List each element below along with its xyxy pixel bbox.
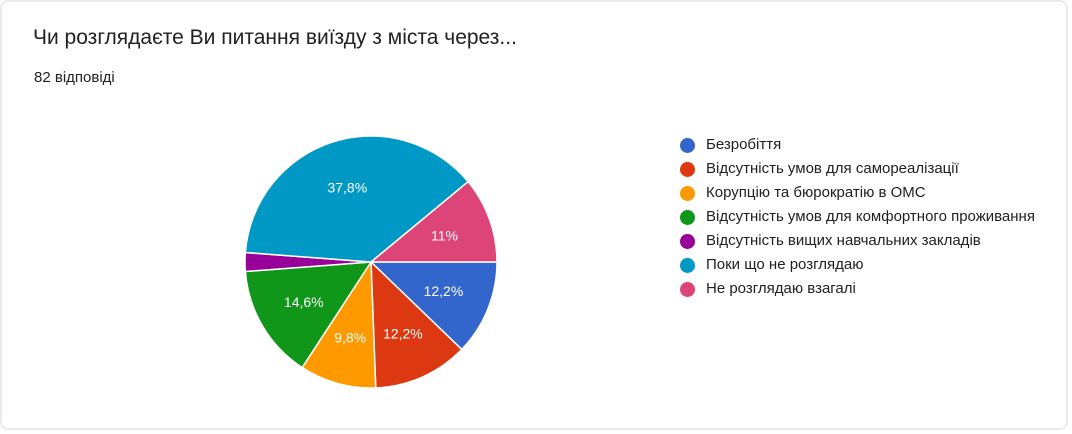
- pie-slice-7: [368, 180, 498, 263]
- slice-label-7: 11%: [431, 228, 458, 244]
- legend-swatch-5: [680, 234, 695, 249]
- pie-slice-4: [244, 261, 373, 369]
- legend-swatch-2: [680, 162, 695, 177]
- legend-swatch-6: [680, 258, 695, 273]
- legend-item-5: Відсутність вищих навчальних закладів: [680, 230, 1040, 252]
- slice-label-3: 9,8%: [334, 329, 366, 345]
- legend-item-6: Поки що не розглядаю: [680, 254, 1040, 276]
- legend-label-5: Відсутність вищих навчальних закладів: [706, 232, 981, 249]
- slice-label-6: 37,8%: [327, 180, 367, 196]
- slice-label-4: 14,6%: [284, 294, 324, 310]
- legend-item-4: Відсутність умов для комфортного прожива…: [680, 206, 1040, 228]
- legend-label-2: Відсутність умов для самореалізації: [706, 160, 959, 177]
- legend-swatch-7: [680, 282, 695, 297]
- question-title: Чи розглядаєте Ви питання виїзду з міста…: [33, 26, 517, 49]
- legend-label-3: Корупцію та бюрократію в ОМС: [706, 184, 926, 201]
- legend-swatch-3: [680, 186, 695, 201]
- slice-label-1: 12,2%: [424, 283, 464, 299]
- pie-slice-3: [301, 259, 377, 389]
- legend-label-7: Не розглядаю взагалі: [706, 280, 856, 297]
- legend-label-6: Поки що не розглядаю: [706, 256, 864, 273]
- legend-swatch-4: [680, 210, 695, 225]
- legend-item-7: Не розглядаю взагалі: [680, 278, 1040, 300]
- legend-label-4: Відсутність умов для комфортного прожива…: [706, 208, 1035, 225]
- legend-item-3: Корупцію та бюрократію в ОМС: [680, 182, 1040, 204]
- pie-slice-6: [244, 135, 470, 263]
- slice-label-2: 12,2%: [383, 325, 423, 341]
- chart-legend: Безробіття Відсутність умов для самореалі…: [680, 134, 1040, 302]
- pie-slice-1: [369, 261, 498, 351]
- legend-swatch-1: [680, 138, 695, 153]
- legend-item-2: Відсутність умов для самореалізації: [680, 158, 1040, 180]
- response-count: 82 відповіді: [34, 69, 115, 86]
- legend-item-1: Безробіття: [680, 134, 1040, 156]
- legend-label-1: Безробіття: [706, 136, 782, 153]
- pie-slice-2: [370, 260, 463, 389]
